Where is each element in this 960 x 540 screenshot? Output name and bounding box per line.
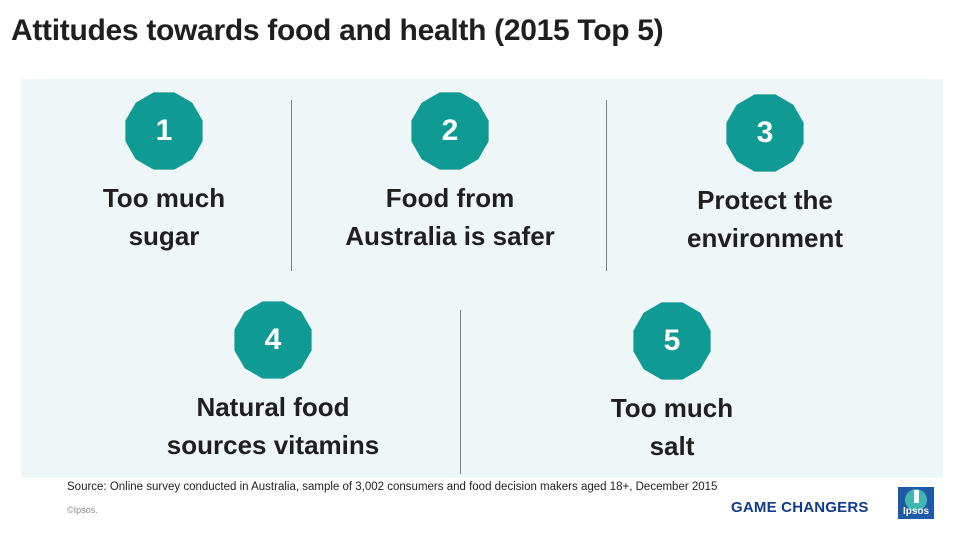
attitude-label-line2: environment <box>686 223 844 253</box>
rank-badge: 4 <box>233 300 313 380</box>
attitude-label-line1: Natural food <box>196 392 350 422</box>
attitude-label-line1: Too much <box>102 183 226 213</box>
logo-bar <box>914 490 919 503</box>
ipsos-logo-icon: Ipsos <box>898 487 934 519</box>
attitude-label-line2: Australia is safer <box>345 221 555 251</box>
attitude-label: Natural food sources vitamins <box>143 388 403 464</box>
game-changers-tagline: GAME CHANGERS <box>731 499 869 516</box>
rank-number: 4 <box>264 323 282 356</box>
dodecagon-icon <box>411 92 489 170</box>
attitude-label-line1: Protect the <box>697 185 833 215</box>
divider <box>606 100 607 271</box>
rank-number: 5 <box>663 324 681 357</box>
divider <box>460 310 461 474</box>
copyright-note: ©Ipsos. <box>67 505 98 515</box>
attitude-label: Protect the environment <box>635 181 895 257</box>
attitude-label-line1: Too much <box>610 393 734 423</box>
rank-badge: 5 <box>632 301 712 381</box>
dodecagon-icon <box>125 92 203 170</box>
page-title: Attitudes towards food and health (2015 … <box>11 14 664 47</box>
rank-badge: 3 <box>725 93 805 173</box>
rank-number: 3 <box>756 116 774 149</box>
attitude-label: Too much sugar <box>34 179 294 255</box>
dodecagon-icon <box>234 301 312 379</box>
attitude-label-line2: sugar <box>128 221 200 251</box>
source-note: Source: Online survey conducted in Austr… <box>67 481 718 493</box>
attitude-label-line1: Food from <box>385 183 515 213</box>
attitude-label: Food from Australia is safer <box>320 179 580 255</box>
logo-text: Ipsos <box>902 506 930 517</box>
attitude-label-line2: salt <box>649 431 695 461</box>
divider <box>291 100 292 271</box>
rank-number: 1 <box>155 114 173 147</box>
rank-number: 2 <box>441 114 459 147</box>
dodecagon-icon <box>726 94 804 172</box>
dodecagon-icon <box>633 302 711 380</box>
rank-badge: 1 <box>124 91 204 171</box>
rank-badge: 2 <box>410 91 490 171</box>
attitude-label: Too much salt <box>542 389 802 465</box>
attitude-label-line2: sources vitamins <box>166 430 380 460</box>
